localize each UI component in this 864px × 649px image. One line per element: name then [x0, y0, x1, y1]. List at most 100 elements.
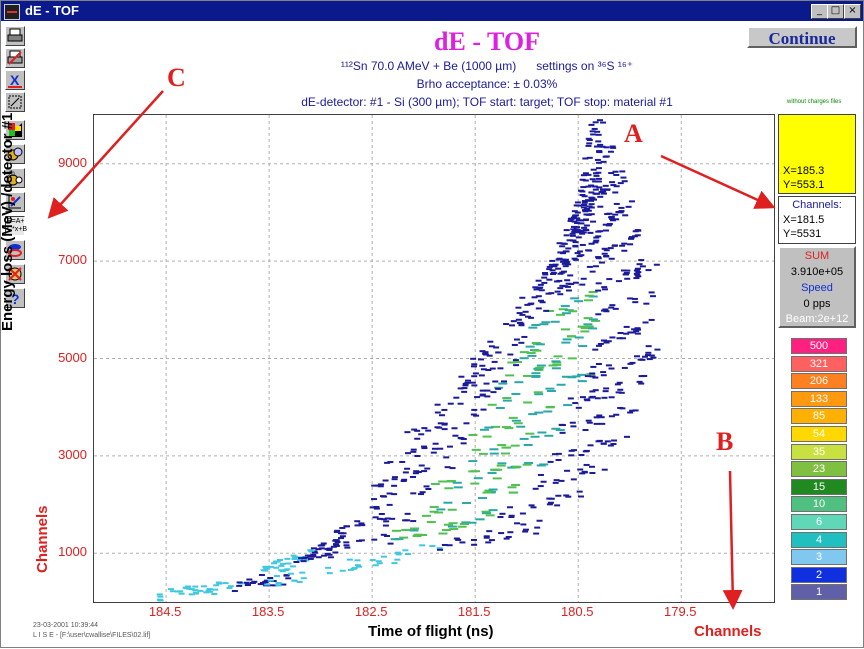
data-point [339, 535, 346, 538]
legend-swatch[interactable]: 35 [791, 443, 847, 460]
legend-swatch[interactable]: 500 [791, 338, 847, 354]
data-point [636, 263, 643, 266]
data-point [534, 368, 544, 371]
clear-icon[interactable] [5, 264, 25, 284]
data-point [418, 534, 428, 537]
minimize-button[interactable]: _ [811, 4, 828, 19]
legend-swatch[interactable]: 321 [791, 355, 847, 372]
data-point [424, 467, 431, 470]
help-icon[interactable]: ? [5, 288, 25, 308]
data-point [470, 365, 477, 368]
data-point [536, 464, 546, 467]
data-point [535, 343, 545, 346]
color-palette-icon[interactable] [5, 120, 25, 140]
data-point [617, 406, 624, 409]
data-point [358, 539, 365, 542]
legend-swatch[interactable]: 1 [791, 584, 847, 601]
legend-swatch[interactable]: 85 [791, 408, 847, 425]
data-point [379, 495, 386, 498]
data-point [471, 543, 478, 546]
data-point [570, 425, 577, 428]
data-point [596, 439, 603, 442]
data-point [518, 341, 525, 344]
legend-swatch[interactable]: 2 [791, 566, 847, 583]
data-point [563, 250, 570, 253]
data-point [548, 263, 555, 266]
legend-swatch[interactable]: 4 [791, 531, 847, 548]
data-point [608, 257, 615, 260]
data-point [596, 414, 603, 417]
data-point [535, 279, 542, 282]
data-point [515, 318, 522, 321]
peaks-icon[interactable] [5, 144, 25, 164]
legend-swatch[interactable]: 3 [791, 549, 847, 566]
legend-swatch[interactable]: 54 [791, 426, 847, 442]
data-point [611, 439, 618, 442]
legend-swatch[interactable]: 133 [791, 390, 847, 407]
isotope-icon[interactable]: 20 [5, 168, 25, 188]
data-point [289, 565, 296, 568]
legend-swatch[interactable]: 23 [791, 461, 847, 478]
data-point [552, 263, 559, 266]
formula-icon[interactable]: E=A+ C*x+B [5, 216, 27, 236]
data-point [602, 184, 609, 187]
continue-button[interactable]: Continue [747, 26, 857, 48]
data-point [537, 485, 544, 488]
data-point [623, 435, 630, 438]
data-point [358, 522, 365, 525]
title-bar[interactable]: dE - TOF _ □ × [1, 1, 863, 21]
zoom-frame-icon[interactable] [5, 92, 25, 112]
data-point [470, 482, 480, 485]
data-point [624, 277, 631, 280]
x-tick-label: 183.5 [251, 604, 285, 619]
data-point [429, 545, 436, 548]
data-point [483, 535, 490, 538]
data-point [608, 415, 615, 418]
data-point [488, 509, 498, 512]
data-point [384, 461, 391, 464]
scatter-plot-svg[interactable] [94, 115, 774, 602]
data-point [441, 408, 448, 411]
x-cursor-icon[interactable]: X [5, 70, 25, 90]
data-point [297, 558, 304, 561]
data-point [414, 454, 421, 457]
data-point [478, 497, 488, 500]
data-point [621, 366, 628, 369]
data-point [444, 487, 454, 490]
legend-swatch[interactable]: 10 [791, 496, 847, 513]
legend-swatch[interactable]: 206 [791, 373, 847, 390]
data-point [609, 304, 616, 307]
data-point [449, 467, 456, 470]
data-point [648, 318, 655, 321]
cursor-x: X=185.3 [783, 165, 825, 177]
legend-swatch[interactable]: 6 [791, 514, 847, 530]
plot-area[interactable] [93, 114, 775, 603]
data-point [595, 167, 602, 170]
eye-icon[interactable] [5, 240, 25, 260]
data-point [631, 297, 638, 300]
legend-swatch[interactable]: 15 [791, 478, 847, 495]
channels-x: X=181.5 [783, 214, 825, 226]
printer-icon[interactable] [5, 26, 25, 46]
data-point [307, 557, 314, 560]
data-point [513, 364, 520, 367]
y-axis-label: Energy loss (MeV) /detector #1 [0, 112, 16, 331]
data-point [597, 205, 604, 208]
data-point [595, 235, 602, 238]
data-point [598, 261, 605, 264]
printer-setup-icon[interactable] [5, 48, 25, 68]
axes-icon[interactable] [5, 192, 25, 212]
app-icon[interactable] [4, 4, 20, 20]
close-button[interactable]: × [844, 4, 861, 19]
data-point [609, 181, 616, 184]
data-point [291, 557, 298, 560]
data-point [392, 529, 402, 532]
data-point [236, 581, 243, 584]
data-point [572, 258, 579, 261]
data-point [595, 313, 602, 316]
maximize-button[interactable]: □ [827, 4, 844, 19]
data-point [343, 525, 350, 528]
timestamp: 23-03-2001 10:39:44 [33, 622, 98, 629]
data-point [575, 406, 582, 409]
data-point [531, 296, 538, 299]
